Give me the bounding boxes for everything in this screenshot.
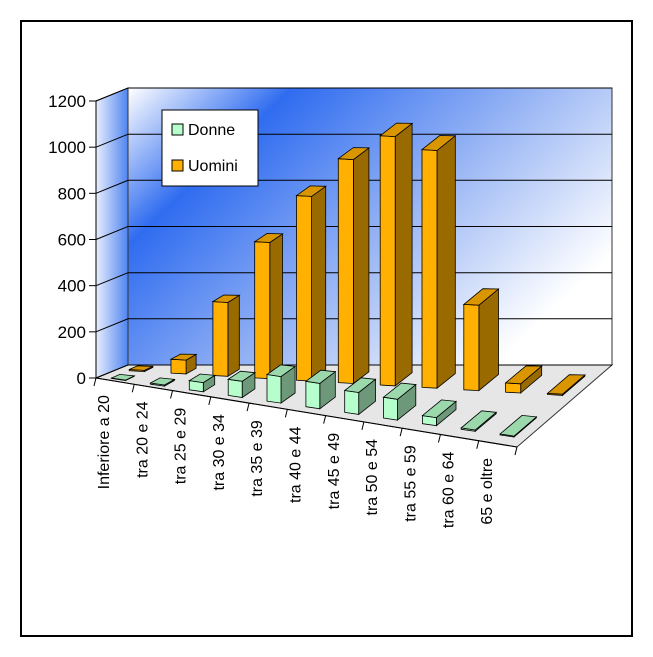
x-tick <box>208 396 212 405</box>
bar <box>343 377 377 416</box>
bar <box>227 370 257 399</box>
bar <box>546 374 586 397</box>
x-tick-label: tra 45 e 49 <box>326 433 343 510</box>
x-tick <box>93 377 97 387</box>
x-tick-label: 65 e oltre <box>479 458 496 525</box>
x-tick <box>514 446 518 456</box>
x-tick <box>246 402 250 412</box>
legend-label: Uomini <box>188 158 238 175</box>
x-tick-label: tra 30 e 34 <box>211 414 228 491</box>
bar <box>265 364 297 404</box>
bar <box>211 294 241 378</box>
x-tick-label: tra 20 e 24 <box>134 401 151 478</box>
gridline <box>95 133 612 148</box>
y-tick-label: 0 <box>77 369 86 388</box>
y-tick-label: 600 <box>58 231 86 250</box>
bar <box>499 414 538 438</box>
x-tick <box>131 384 135 393</box>
bar <box>149 377 176 387</box>
bar <box>382 382 417 421</box>
bar <box>128 365 154 373</box>
x-tick-label: Inferiore a 20 <box>96 395 113 489</box>
y-tick-label: 1000 <box>48 138 86 157</box>
x-tick-label: tra 60 e 64 <box>441 452 458 529</box>
y-tick-label: 200 <box>58 323 86 342</box>
bar <box>420 134 457 390</box>
y-tick-label: 800 <box>58 184 86 203</box>
x-tick-label: tra 25 e 29 <box>173 408 190 485</box>
series-uomini <box>128 122 586 397</box>
bar <box>110 373 136 382</box>
series-donne <box>110 364 538 438</box>
x-tick-label: tra 50 e 54 <box>364 439 381 516</box>
bar <box>337 147 371 385</box>
x-axis <box>95 377 518 448</box>
legend-box <box>161 109 259 187</box>
x-tick-label: tra 55 e 59 <box>402 445 419 522</box>
bar <box>462 288 500 392</box>
bar <box>504 365 543 394</box>
x-tick <box>170 390 174 399</box>
x-tick <box>323 415 327 424</box>
x-tick-label: tra 40 e 44 <box>288 426 305 503</box>
bar <box>169 353 198 375</box>
gridline <box>95 87 612 102</box>
legend-swatch <box>171 123 184 136</box>
x-tick <box>476 440 480 449</box>
bar <box>295 185 327 382</box>
x-tick <box>284 409 288 418</box>
y-tick-label: 1200 <box>48 92 86 111</box>
x-tick <box>437 434 441 443</box>
x-tick-label: tra 35 e 39 <box>249 420 266 497</box>
x-tick <box>399 428 403 437</box>
bar <box>379 122 414 387</box>
bar <box>253 233 284 380</box>
bar <box>188 373 216 393</box>
bar <box>421 399 457 427</box>
y-tick-label: 400 <box>58 277 86 296</box>
legend-swatch <box>171 159 184 172</box>
bar <box>460 410 498 433</box>
x-tick <box>361 421 365 431</box>
legend-label: Donne <box>188 122 235 139</box>
bar <box>304 369 337 410</box>
